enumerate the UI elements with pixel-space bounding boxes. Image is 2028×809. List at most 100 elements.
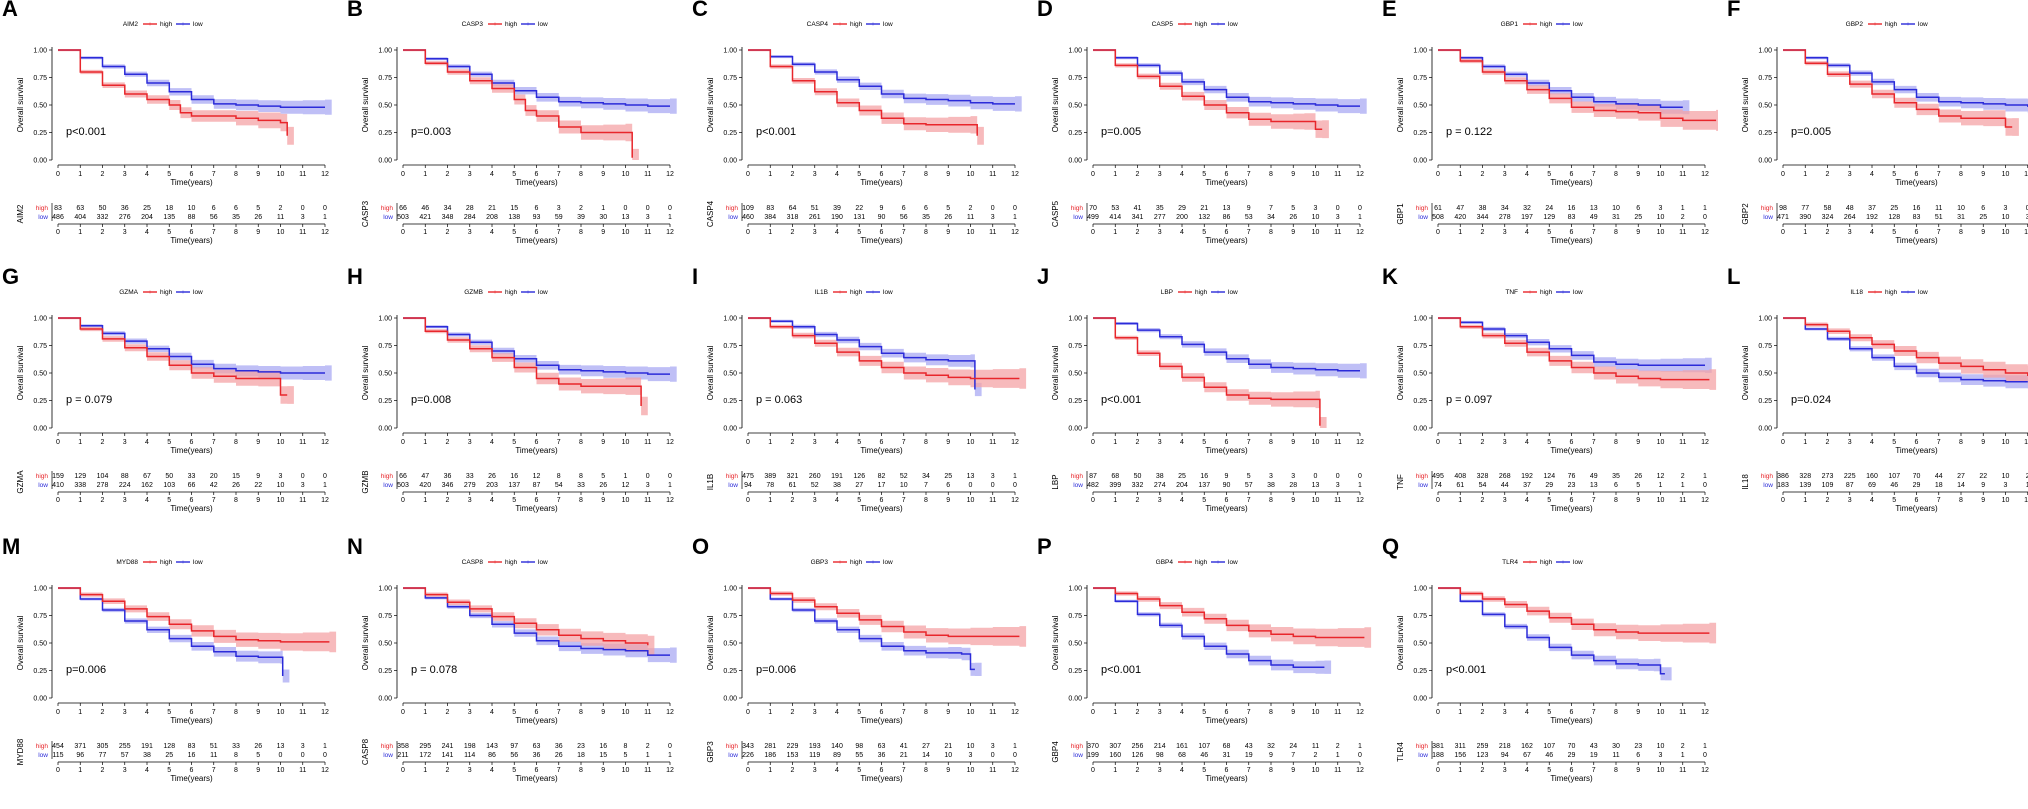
risk-low-count: 17: [878, 482, 886, 489]
risk-x-tick-label: 12: [1356, 229, 1364, 236]
risk-low-count: 3: [2004, 482, 2008, 489]
y-tick-label: 0.25: [723, 398, 737, 405]
risk-low-count: 6: [946, 482, 950, 489]
x-tick-label: 0: [401, 171, 405, 178]
risk-low-label: low: [1763, 482, 1773, 489]
risk-low-count: 13: [1312, 482, 1320, 489]
risk-high-count: 0: [2026, 205, 2028, 212]
risk-x-tick-label: 1: [768, 497, 772, 504]
y-tick-label: 0.75: [1068, 75, 1082, 82]
risk-low-label: low: [728, 752, 738, 759]
panel-letter: Q: [1382, 534, 1400, 559]
legend-gene: IL18: [1850, 289, 1863, 296]
high-survival-curve: [1783, 49, 2013, 128]
risk-x-tick-label: 5: [167, 229, 171, 236]
risk-high-label: high: [726, 743, 739, 750]
y-tick-label: 1.00: [1068, 48, 1082, 55]
panel-letter: A: [2, 0, 18, 21]
risk-x-tick-label: 2: [1481, 229, 1485, 236]
risk-low-count: 10: [944, 752, 952, 759]
risk-high-count: 307: [1109, 743, 1121, 750]
legend-high-label: high: [1540, 289, 1553, 296]
risk-high-count: 6: [234, 205, 238, 212]
risk-high-label: high: [1071, 743, 1084, 750]
x-tick-label: 5: [857, 171, 861, 178]
y-tick-label: 1.00: [1758, 48, 1772, 55]
risk-x-tick-label: 3: [1848, 229, 1852, 236]
y-tick-label: 0.25: [33, 668, 47, 675]
risk-high-count: 162: [1521, 743, 1533, 750]
risk-high-label: high: [36, 743, 49, 750]
legend-low-mark: +: [1906, 290, 1910, 296]
panel-letter: C: [692, 0, 708, 21]
risk-gene-label: AIM2: [16, 204, 25, 223]
risk-low-count: 332: [1132, 482, 1144, 489]
x-axis-title: Time(years): [1895, 446, 1938, 455]
risk-x-tick-label: 8: [924, 497, 928, 504]
x-tick-label: 1: [1458, 171, 1462, 178]
x-tick-label: 3: [813, 171, 817, 178]
risk-low-count: 129: [1543, 214, 1555, 221]
p-value: p=0.024: [1791, 394, 1831, 406]
risk-low-count: 278: [1499, 214, 1511, 221]
risk-low-count: 0: [969, 482, 973, 489]
risk-high-count: 129: [74, 473, 86, 480]
risk-x-tick-label: 2: [1481, 497, 1485, 504]
x-tick-label: 11: [989, 171, 996, 178]
high-ci-band: [58, 50, 294, 145]
legend-high-mark: +: [493, 290, 497, 296]
risk-low-count: 128: [1888, 214, 1900, 221]
risk-x-tick-label: 6: [1225, 229, 1229, 236]
risk-high-count: 36: [444, 473, 452, 480]
risk-x-tick-label: 5: [1547, 229, 1551, 236]
y-tick-label: 1.00: [723, 48, 737, 55]
panel-M: M MYD88 + high + low 0.00 0.25 0.50 0.75 1.00 0 1 2 3 4…: [0, 534, 338, 808]
p-value: p = 0.079: [66, 394, 112, 406]
risk-low-count: 26: [599, 482, 607, 489]
risk-high-count: 3: [557, 205, 561, 212]
low-ci-band: [748, 50, 1022, 112]
risk-high-count: 5: [256, 205, 260, 212]
y-axis-title: Overall survival: [16, 77, 25, 132]
legend-high-label: high: [1195, 21, 1208, 28]
risk-x-tick-label: 4: [1525, 767, 1529, 774]
risk-low-count: 119: [809, 752, 820, 759]
risk-x-tick-label: 9: [1636, 497, 1640, 504]
risk-low-count: 22: [254, 482, 262, 489]
risk-high-count: 70: [1913, 473, 1921, 480]
y-tick-label: 0.50: [1068, 641, 1082, 648]
risk-x-tick-label: 10: [277, 497, 285, 504]
risk-low-count: 384: [764, 214, 776, 221]
x-tick-label: 5: [512, 439, 516, 446]
risk-x-tick-label: 8: [579, 767, 583, 774]
legend-high-label: high: [850, 21, 863, 28]
risk-high-count: 43: [1590, 743, 1598, 750]
risk-x-tick-label: 4: [1180, 497, 1184, 504]
risk-x-tick-label: 6: [1225, 497, 1229, 504]
risk-low-count: 1: [1681, 482, 1685, 489]
low-survival-curve: [1093, 317, 1360, 372]
risk-low-count: 503: [397, 482, 409, 489]
risk-low-count: 54: [1479, 482, 1487, 489]
risk-low-count: 123: [1477, 752, 1489, 759]
risk-low-count: 25: [165, 752, 173, 759]
risk-high-count: 3: [1659, 205, 1663, 212]
legend-high-mark: +: [148, 290, 152, 296]
risk-high-count: 53: [1111, 205, 1119, 212]
x-tick-label: 10: [622, 439, 630, 446]
legend-gene: LBP: [1161, 289, 1173, 296]
p-value: p<0.001: [1446, 664, 1486, 676]
risk-low-count: 55: [855, 752, 863, 759]
risk-low-count: 7: [1291, 752, 1295, 759]
risk-high-count: 9: [256, 473, 260, 480]
risk-high-count: 218: [1499, 743, 1511, 750]
risk-low-count: 5: [256, 752, 260, 759]
risk-x-tick-label: 6: [1570, 497, 1574, 504]
risk-high-count: 46: [421, 205, 429, 212]
risk-x-tick-label: 11: [2024, 229, 2028, 236]
x-tick-label: 0: [1436, 709, 1440, 716]
y-tick-label: 1.00: [33, 316, 47, 323]
